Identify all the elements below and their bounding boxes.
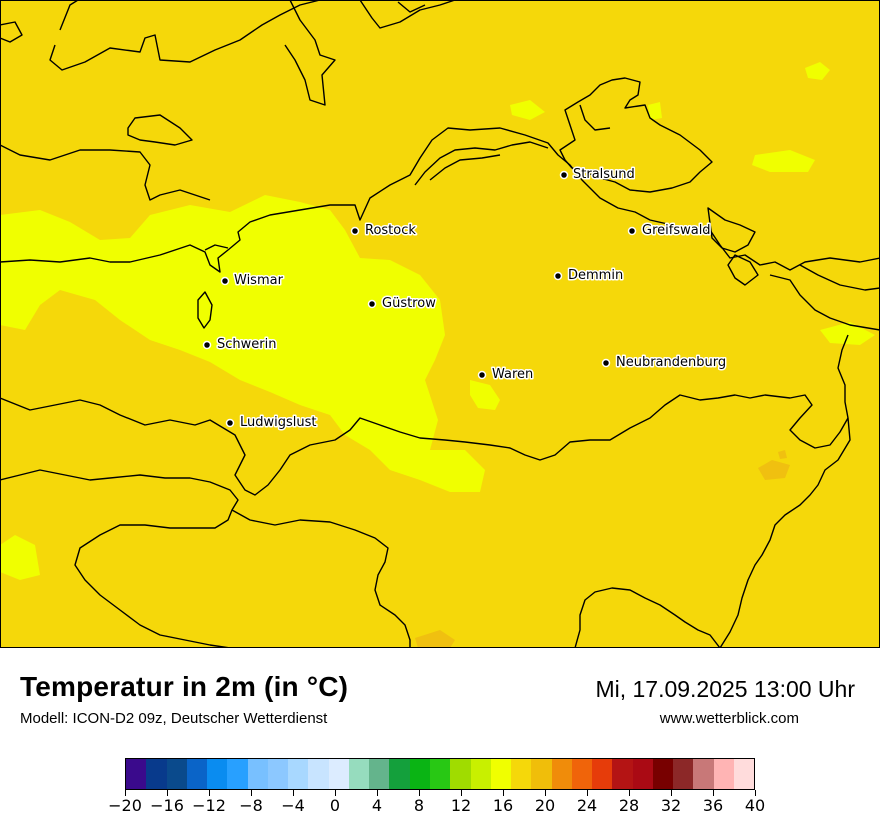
colorbar-segment bbox=[186, 759, 208, 789]
colorbar-segment bbox=[733, 759, 755, 789]
hot-spots bbox=[415, 450, 790, 648]
city-ludwigslust[interactable]: Ludwigslust bbox=[225, 414, 318, 432]
colorbar-tick bbox=[125, 790, 126, 796]
colorbar-segment bbox=[531, 759, 552, 789]
colorbar-segment bbox=[652, 759, 674, 789]
colorbar-segment bbox=[369, 759, 390, 789]
colorbar-tick bbox=[461, 790, 462, 796]
colorbar-tick bbox=[503, 790, 504, 796]
colorbar-segment bbox=[166, 759, 187, 789]
colorbar-tick-label: −16 bbox=[150, 796, 184, 815]
model-info: Modell: ICON-D2 09z, Deutscher Wetterdie… bbox=[20, 710, 328, 727]
colorbar-segment bbox=[409, 759, 430, 789]
colorbar-segment bbox=[490, 759, 512, 789]
colorbar-tick-label: 16 bbox=[492, 796, 514, 815]
city-greifswald[interactable]: Greifswald bbox=[627, 222, 712, 240]
city-guestrow[interactable]: Güstrow bbox=[367, 295, 438, 313]
map-canvas: Stralsund Rostock Greifswald Wismar Demm… bbox=[0, 0, 880, 648]
colorbar-ticks: −20 −16 −12 −8 −4 0 4 8 12 16 20 24 28 32 36 40 bbox=[108, 790, 765, 820]
forecast-datetime: Mi, 17.09.2025 13:00 Uhr bbox=[595, 676, 855, 702]
svg-text:Greifswald: Greifswald bbox=[642, 223, 711, 238]
svg-text:Neubrandenburg: Neubrandenburg bbox=[616, 355, 726, 370]
colorbar-tick bbox=[419, 790, 420, 796]
colorbar-segment bbox=[450, 759, 471, 789]
colorbar-tick bbox=[671, 790, 672, 796]
city-markers: Stralsund Rostock Greifswald Wismar Demm… bbox=[202, 166, 728, 432]
svg-text:Demmin: Demmin bbox=[568, 268, 623, 283]
colorbar-tick-label: 0 bbox=[329, 796, 341, 815]
colorbar-segment bbox=[247, 759, 268, 789]
temperature-colorbar bbox=[125, 758, 755, 790]
colorbar-tick bbox=[587, 790, 588, 796]
temperature-map: Stralsund Rostock Greifswald Wismar Demm… bbox=[0, 0, 880, 648]
colorbar-tick bbox=[209, 790, 210, 796]
colorbar-segment bbox=[328, 759, 349, 789]
colorbar-tick bbox=[545, 790, 546, 796]
colorbar-segment bbox=[288, 759, 309, 789]
colorbar-tick bbox=[713, 790, 714, 796]
colorbar-segment bbox=[551, 759, 572, 789]
colorbar-segment bbox=[267, 759, 289, 789]
colorbar-segment bbox=[470, 759, 491, 789]
colorbar-segment bbox=[207, 759, 228, 789]
coastlines bbox=[0, 0, 880, 648]
colorbar-segment bbox=[389, 759, 410, 789]
city-wismar[interactable]: Wismar bbox=[220, 272, 285, 290]
svg-text:Rostock: Rostock bbox=[365, 223, 416, 238]
colorbar-tick-label: 36 bbox=[702, 796, 724, 815]
colorbar-tick-label: −4 bbox=[281, 796, 305, 815]
svg-text:Waren: Waren bbox=[492, 367, 533, 382]
website-link[interactable]: www.wetterblick.com bbox=[659, 710, 799, 727]
colorbar-tick bbox=[251, 790, 252, 796]
colorbar-segment bbox=[592, 759, 613, 789]
colorbar-segment bbox=[227, 759, 248, 789]
colorbar-tick-label: 28 bbox=[618, 796, 640, 815]
colorbar-tick-label: 8 bbox=[413, 796, 425, 815]
colorbar-segment bbox=[571, 759, 593, 789]
svg-text:Ludwigslust: Ludwigslust bbox=[240, 415, 317, 430]
city-rostock[interactable]: Rostock bbox=[350, 222, 418, 240]
colorbar-segment bbox=[348, 759, 370, 789]
city-neubrandenburg[interactable]: Neubrandenburg bbox=[601, 354, 728, 372]
colorbar-tick-label: −20 bbox=[108, 796, 142, 815]
svg-text:Wismar: Wismar bbox=[234, 273, 284, 288]
colorbar-tick-label: 20 bbox=[534, 796, 556, 815]
colorbar-tick bbox=[335, 790, 336, 796]
colorbar-tick bbox=[755, 790, 756, 796]
colorbar-segment bbox=[612, 759, 633, 789]
colorbar-tick bbox=[377, 790, 378, 796]
colorbar-segment bbox=[632, 759, 653, 789]
colorbar-tick-label: 32 bbox=[660, 796, 682, 815]
colorbar-tick-label: 40 bbox=[744, 796, 766, 815]
colorbar-segment bbox=[713, 759, 734, 789]
map-title: Temperatur in 2m (in °C) bbox=[20, 671, 349, 702]
colorbar-segment bbox=[308, 759, 329, 789]
colorbar-tick-label: 4 bbox=[371, 796, 383, 815]
colorbar-tick-label: 12 bbox=[450, 796, 472, 815]
colorbar-tick-label: −12 bbox=[192, 796, 226, 815]
warm-zones bbox=[0, 62, 875, 580]
city-waren[interactable]: Waren bbox=[477, 366, 535, 384]
colorbar-tick-label: −8 bbox=[239, 796, 263, 815]
colorbar-tick bbox=[293, 790, 294, 796]
colorbar-segment bbox=[146, 759, 167, 789]
city-demmin[interactable]: Demmin bbox=[553, 267, 625, 285]
colorbar-tick-label: 24 bbox=[576, 796, 598, 815]
colorbar-tick bbox=[629, 790, 630, 796]
colorbar-segment bbox=[511, 759, 532, 789]
city-stralsund[interactable]: Stralsund bbox=[559, 166, 636, 184]
colorbar-tick bbox=[167, 790, 168, 796]
svg-text:Schwerin: Schwerin bbox=[217, 337, 276, 352]
svg-text:Stralsund: Stralsund bbox=[573, 167, 635, 182]
colorbar-segment bbox=[126, 759, 147, 789]
city-schwerin[interactable]: Schwerin bbox=[202, 336, 278, 354]
colorbar-segment bbox=[693, 759, 714, 789]
svg-text:Güstrow: Güstrow bbox=[382, 296, 436, 311]
colorbar-segment bbox=[429, 759, 451, 789]
colorbar-segment bbox=[673, 759, 694, 789]
